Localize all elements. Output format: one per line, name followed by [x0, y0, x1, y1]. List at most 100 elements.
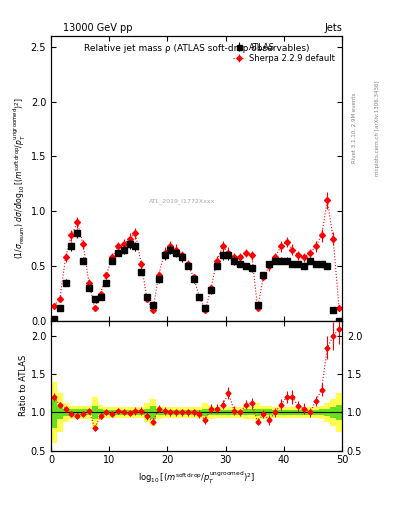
Bar — [80, 407, 86, 418]
Bar — [185, 410, 191, 415]
Bar — [330, 399, 336, 426]
Bar — [249, 410, 255, 416]
Bar — [86, 410, 92, 416]
Bar — [144, 403, 150, 421]
Bar — [226, 410, 231, 415]
Bar — [127, 410, 132, 415]
Bar — [109, 407, 115, 418]
Bar — [150, 399, 156, 426]
Bar — [284, 410, 290, 415]
Bar — [208, 406, 214, 419]
Bar — [63, 409, 68, 416]
Bar — [325, 402, 330, 422]
Bar — [115, 407, 121, 418]
Bar — [173, 410, 179, 415]
Bar — [325, 409, 330, 416]
Bar — [313, 410, 319, 415]
Bar — [156, 407, 162, 418]
Bar — [272, 407, 278, 418]
Bar — [74, 407, 80, 418]
Bar — [80, 410, 86, 416]
Bar — [307, 407, 313, 418]
Text: Rivet 3.1.10, 2.9M events: Rivet 3.1.10, 2.9M events — [352, 93, 357, 163]
Bar — [191, 410, 196, 415]
Bar — [103, 410, 109, 415]
Bar — [261, 407, 266, 418]
Bar — [278, 407, 284, 418]
Bar — [202, 403, 208, 421]
Bar — [179, 407, 185, 418]
Bar — [63, 403, 68, 421]
Bar — [127, 407, 132, 418]
Bar — [266, 406, 272, 419]
Bar — [255, 403, 261, 421]
Bar — [156, 410, 162, 416]
Bar — [301, 407, 307, 418]
Bar — [92, 407, 97, 418]
Bar — [162, 410, 167, 415]
Bar — [191, 407, 196, 418]
Bar — [336, 405, 342, 420]
Bar — [296, 410, 301, 415]
Bar — [243, 410, 249, 416]
Bar — [97, 405, 103, 420]
Bar — [51, 382, 57, 443]
Bar — [92, 397, 97, 428]
Bar — [307, 410, 313, 415]
Bar — [237, 410, 243, 415]
Bar — [202, 409, 208, 416]
Bar — [173, 407, 179, 418]
Bar — [162, 407, 167, 418]
Bar — [57, 407, 63, 418]
Bar — [237, 407, 243, 418]
Bar — [220, 410, 226, 415]
Text: Relative jet mass ρ (ATLAS soft-drop observables): Relative jet mass ρ (ATLAS soft-drop obs… — [84, 45, 309, 53]
Bar — [301, 410, 307, 415]
Bar — [144, 409, 150, 416]
Bar — [179, 410, 185, 415]
Bar — [51, 397, 57, 428]
Bar — [185, 407, 191, 418]
Bar — [278, 410, 284, 415]
Bar — [313, 407, 319, 418]
Text: mcplots.cern.ch [arXiv:1306.3436]: mcplots.cern.ch [arXiv:1306.3436] — [375, 80, 380, 176]
Legend: ATLAS, Sherpa 2.2.9 default: ATLAS, Sherpa 2.2.9 default — [230, 40, 338, 66]
Bar — [330, 407, 336, 418]
Bar — [68, 410, 74, 416]
Bar — [243, 406, 249, 419]
Bar — [132, 410, 138, 415]
Bar — [336, 393, 342, 432]
Bar — [208, 410, 214, 416]
X-axis label: $\log_{10}[(m^{\rm soft\,drop}/p_T^{\rm ungroomed})^2]$: $\log_{10}[(m^{\rm soft\,drop}/p_T^{\rm … — [138, 470, 255, 486]
Bar — [249, 406, 255, 419]
Bar — [284, 407, 290, 418]
Bar — [266, 410, 272, 416]
Bar — [167, 407, 173, 418]
Bar — [319, 410, 325, 416]
Bar — [196, 410, 202, 415]
Bar — [196, 407, 202, 418]
Bar — [97, 410, 103, 416]
Bar — [138, 407, 144, 418]
Bar — [103, 407, 109, 418]
Bar — [214, 410, 220, 415]
Text: ATL_2019_I1772Xxxx: ATL_2019_I1772Xxxx — [149, 198, 215, 204]
Bar — [74, 410, 80, 416]
Y-axis label: $(1/\sigma_{\rm resum})\ d\sigma/d\log_{10}[(m^{\rm soft\,drop}/p_T^{\rm ungroom: $(1/\sigma_{\rm resum})\ d\sigma/d\log_{… — [12, 97, 28, 260]
Bar — [319, 406, 325, 419]
Bar — [121, 407, 127, 418]
Bar — [255, 409, 261, 416]
Text: 13000 GeV pp: 13000 GeV pp — [63, 23, 132, 33]
Bar — [57, 393, 63, 432]
Bar — [121, 410, 127, 415]
Bar — [231, 410, 237, 415]
Bar — [150, 407, 156, 418]
Bar — [86, 407, 92, 418]
Bar — [214, 407, 220, 418]
Bar — [290, 407, 296, 418]
Bar — [296, 407, 301, 418]
Bar — [132, 407, 138, 418]
Bar — [138, 410, 144, 415]
Y-axis label: Ratio to ATLAS: Ratio to ATLAS — [19, 355, 28, 416]
Bar — [290, 410, 296, 415]
